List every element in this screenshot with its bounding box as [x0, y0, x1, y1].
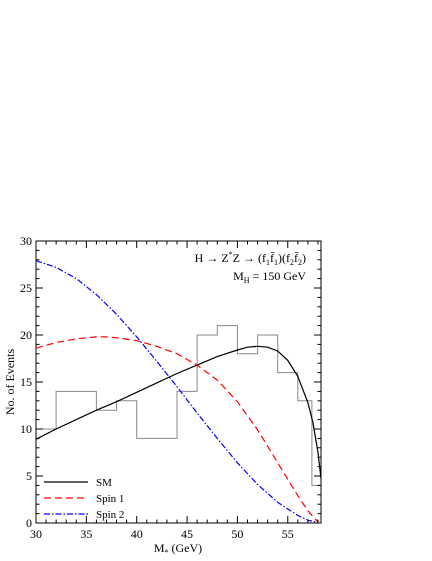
plot-area: [35, 240, 322, 524]
tick-labels: 30 35 40 45 50 55 0 5 10 15 20 25 30: [20, 234, 294, 541]
x-tick-label: 35: [80, 527, 92, 541]
histogram-layer: [36, 325, 321, 486]
histogram-steps: [36, 325, 321, 486]
y-tick-label: 10: [20, 422, 32, 436]
legend: SM Spin 1 Spin 2: [44, 477, 124, 521]
annotation: H → Z*Z → (f1f̄1)(f2f̄2) MH = 150 GeV: [195, 250, 307, 285]
series-layer: [35, 260, 322, 524]
x-tick-label: 55: [282, 527, 294, 541]
x-axis-title: M* (GeV): [154, 541, 202, 557]
series-line-spin-2: [35, 260, 319, 524]
ticks-layer: [35, 240, 321, 524]
annotation-process: H → Z*Z → (f1f̄1)(f2f̄2): [195, 250, 306, 267]
plot-frame: [35, 240, 322, 524]
legend-label-sm: SM: [96, 477, 112, 489]
y-axis-title: No. of Events: [3, 349, 17, 416]
series-line-spin-1: [35, 336, 319, 523]
x-tick-label: 50: [231, 527, 243, 541]
annotation-higgs-mass: MH = 150 GeV: [233, 269, 306, 285]
legend-label-spin-2: Spin 2: [96, 509, 124, 521]
x-tick-label: 40: [131, 527, 143, 541]
y-tick-label: 20: [20, 328, 32, 342]
y-tick-label: 15: [20, 375, 32, 389]
series-line-sm: [35, 345, 322, 479]
y-tick-label: 5: [26, 469, 32, 483]
y-tick-label: 25: [20, 281, 32, 295]
y-tick-label: 0: [26, 516, 32, 530]
x-tick-label: 45: [181, 527, 193, 541]
legend-label-spin-1: Spin 1: [96, 493, 124, 505]
x-tick-label: 30: [30, 527, 42, 541]
y-tick-label: 30: [20, 234, 32, 248]
